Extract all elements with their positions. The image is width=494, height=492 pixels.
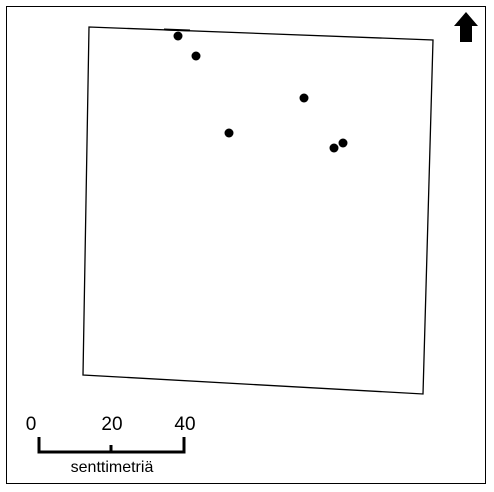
map-marker[interactable] (173, 31, 183, 41)
scale-tick-label-0: 0 (26, 414, 37, 435)
map-marker[interactable] (338, 138, 348, 148)
marker-layer (173, 31, 348, 153)
scale-tick-label-20: 20 (101, 414, 122, 435)
scale-unit-label: senttimetriä (71, 459, 154, 476)
plot-edge-tick (163, 28, 191, 32)
scale-tick-label-40: 40 (174, 414, 195, 435)
plot-outline (82, 26, 434, 395)
north-arrow-icon (454, 12, 478, 42)
map-frame (6, 6, 486, 484)
map-marker[interactable] (299, 93, 309, 103)
map-marker[interactable] (224, 128, 234, 138)
scale-bar: 0 20 40 senttimetriä (26, 414, 196, 476)
map-marker[interactable] (329, 143, 339, 153)
map-marker[interactable] (191, 51, 201, 61)
